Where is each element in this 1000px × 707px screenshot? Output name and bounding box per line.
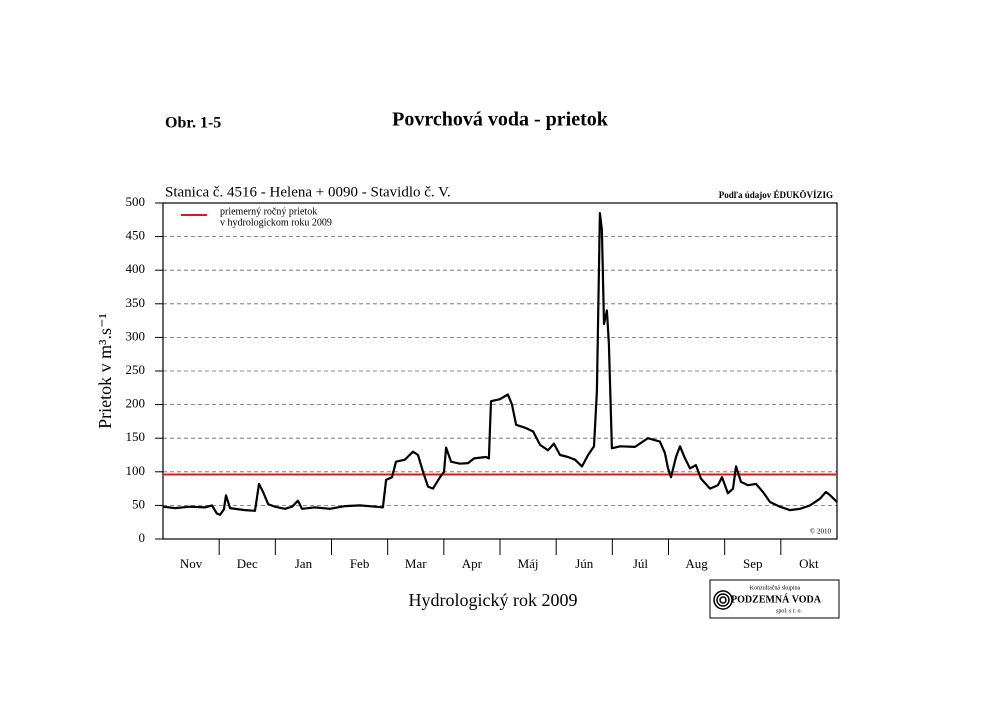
y-tick-label: 150 xyxy=(126,429,146,444)
y-tick-label: 50 xyxy=(132,496,145,511)
y-tick-label: 450 xyxy=(126,228,146,243)
y-tick-label: 100 xyxy=(126,463,146,478)
x-tick-label: Sep xyxy=(743,556,763,571)
y-tick-label: 300 xyxy=(126,328,146,343)
x-tick-label: Jan xyxy=(295,556,313,571)
chart-title: Povrchová voda - prietok xyxy=(392,109,609,131)
x-axis-label: Hydrologický rok 2009 xyxy=(409,590,578,610)
copyright: © 2010 xyxy=(810,528,832,536)
logo: Konzultačná skupina PODZEMNÁ VODA spol. … xyxy=(709,579,840,619)
x-tick-label: Nov xyxy=(180,556,203,571)
x-tick-label: Okt xyxy=(799,556,819,571)
legend-label: v hydrologickom roku 2009 xyxy=(220,217,332,228)
subtitle: Stanica č. 4516 - Helena + 0090 - Stavid… xyxy=(165,184,451,200)
y-tick-label: 250 xyxy=(126,362,146,377)
legend-label: priemerný ročný prietok xyxy=(220,206,317,217)
x-tick-label: Jún xyxy=(575,556,594,571)
logo-line3: spol. s r. o. xyxy=(776,608,803,614)
y-tick-label: 400 xyxy=(126,261,146,276)
x-tick-label: Júl xyxy=(633,556,649,571)
source-note: Podľa údajov ÉDUKÖVÍZIG xyxy=(719,190,833,200)
x-tick-label: Feb xyxy=(350,556,370,571)
logo-line2: PODZEMNÁ VODA xyxy=(731,593,822,605)
y-tick-label: 350 xyxy=(126,295,146,310)
logo-line1: Konzultačná skupina xyxy=(750,585,801,591)
y-tick-label: 0 xyxy=(139,530,146,545)
plot-frame xyxy=(162,202,838,540)
logo-frame xyxy=(709,579,840,619)
x-tick-label: Máj xyxy=(518,556,539,571)
y-axis-label: Prietok v m³.s⁻¹ xyxy=(95,313,115,429)
x-tick-label: Apr xyxy=(462,556,483,571)
logo-icon xyxy=(713,590,733,610)
y-tick-label: 500 xyxy=(126,194,146,209)
x-tick-label: Mar xyxy=(405,556,427,571)
figure-label: Obr. 1-5 xyxy=(165,115,221,132)
x-tick-label: Aug xyxy=(685,556,708,571)
flow-line xyxy=(162,212,838,516)
y-tick-label: 200 xyxy=(126,396,146,411)
x-tick-label: Dec xyxy=(237,556,258,571)
